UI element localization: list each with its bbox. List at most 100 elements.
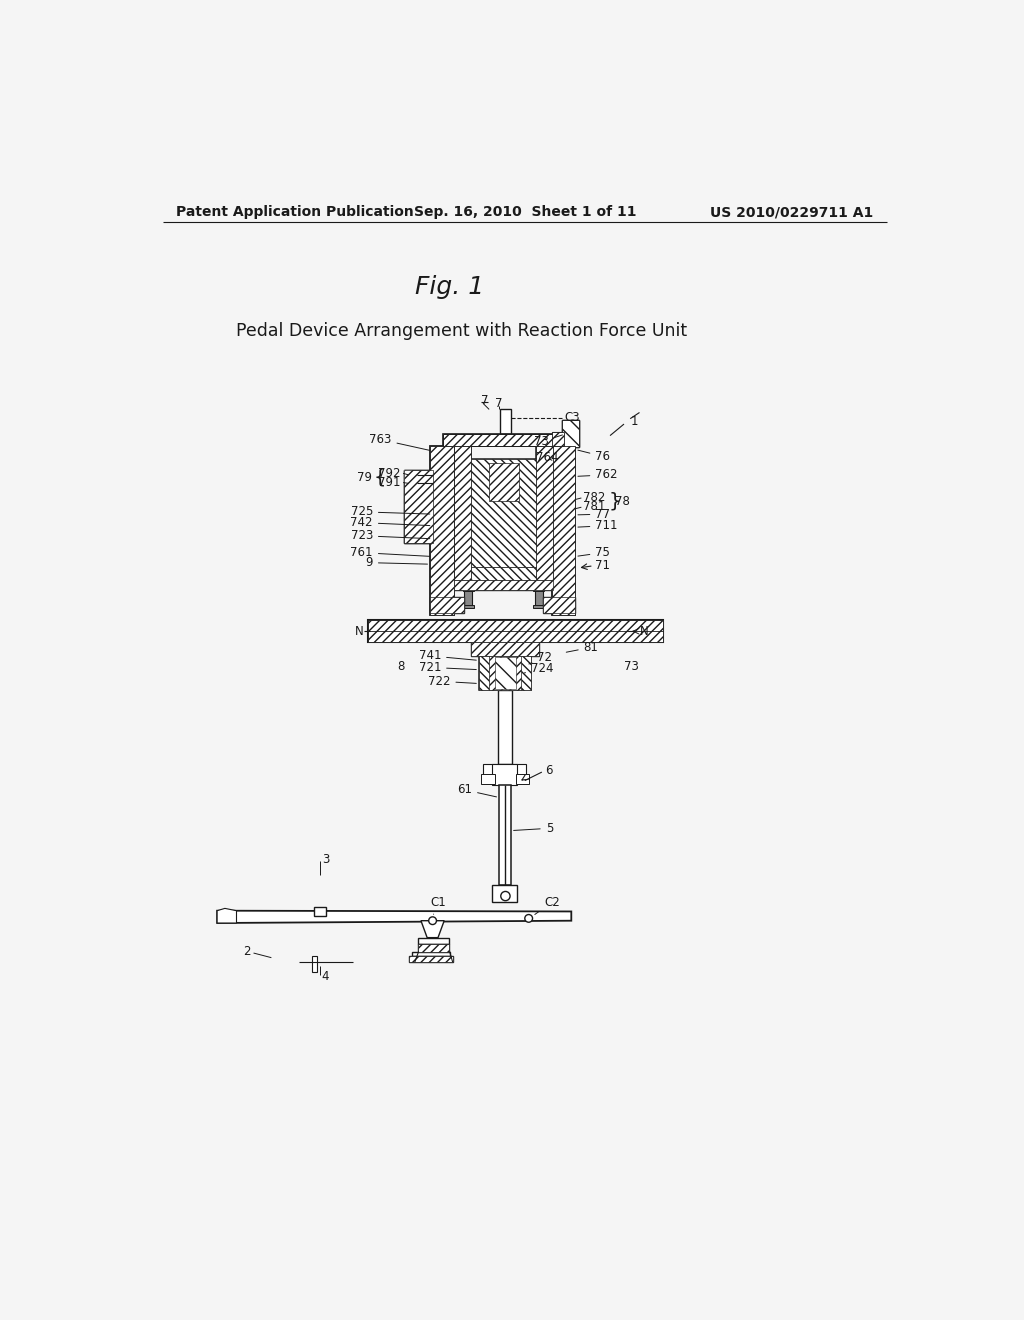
Bar [454,581,554,590]
Text: N: N [355,624,364,638]
Text: 75: 75 [578,546,610,560]
Bar [454,581,554,590]
Bar [552,432,563,446]
Circle shape [429,917,436,924]
Bar [535,590,543,607]
Bar [562,420,579,447]
Text: 763: 763 [369,433,430,450]
Text: 73: 73 [624,660,639,673]
Text: 2: 2 [243,945,250,958]
Text: 725: 725 [350,506,430,519]
Bar [409,478,429,524]
Bar [479,656,531,690]
Text: 8: 8 [397,660,406,673]
Text: }: } [608,491,621,511]
Bar [500,409,511,434]
Bar [471,566,537,581]
Bar [495,657,515,689]
Polygon shape [217,911,571,923]
Bar [498,690,512,763]
Text: 72: 72 [529,651,552,664]
Bar [500,785,511,886]
Text: 781: 781 [583,500,605,513]
Text: 76: 76 [578,450,610,463]
Bar [369,620,663,642]
Text: Fig. 1: Fig. 1 [415,275,484,300]
Text: N: N [640,624,648,638]
Text: C1: C1 [430,896,446,915]
Bar [403,470,433,544]
Text: 78: 78 [615,495,631,508]
Bar [562,420,579,447]
Bar [537,446,554,581]
Text: US 2010/0229711 A1: US 2010/0229711 A1 [711,206,873,219]
Bar [412,486,421,502]
Bar [489,462,518,502]
Text: 792: 792 [378,467,400,480]
Bar [463,589,474,591]
Bar [463,605,474,609]
Bar [403,470,433,544]
Bar [534,605,544,609]
Bar [552,446,575,615]
Text: 791: 791 [378,477,400,490]
Text: Pedal Device Arrangement with Reaction Force Unit: Pedal Device Arrangement with Reaction F… [236,322,687,339]
Bar [403,470,433,544]
Bar [489,462,518,502]
Bar [493,886,517,903]
Text: 764: 764 [536,451,558,465]
Polygon shape [421,921,444,937]
Text: 7: 7 [496,397,503,409]
Bar [410,956,453,962]
Polygon shape [217,908,237,923]
Text: 5: 5 [514,822,553,834]
Text: C2: C2 [535,896,560,915]
Bar [489,656,521,690]
Bar [562,420,579,447]
Bar [543,597,575,612]
Bar [495,657,515,689]
Bar [369,620,663,642]
Bar [443,434,563,446]
Bar [312,956,317,972]
Bar [471,566,537,581]
Bar [552,432,563,446]
Bar [483,763,526,776]
Bar [418,944,449,952]
Text: 71: 71 [595,560,610,573]
Text: 711: 711 [578,519,617,532]
Bar [314,907,327,916]
Bar [403,470,412,482]
Bar [412,952,451,956]
Bar [471,642,539,656]
Bar [479,656,531,690]
Text: 741: 741 [419,649,476,663]
Text: 4: 4 [322,970,330,982]
Text: 61: 61 [457,783,497,797]
Bar [464,590,472,607]
Bar [557,602,575,609]
Bar [430,446,454,615]
Bar [537,446,554,581]
Text: C3: C3 [564,412,580,425]
Bar [454,446,471,581]
Bar [471,459,537,566]
Bar [515,775,529,784]
Circle shape [501,891,510,900]
Text: 7: 7 [480,395,488,408]
Bar [430,597,464,612]
Bar [474,466,483,512]
Text: 761: 761 [350,546,430,560]
Text: 762: 762 [578,469,617,482]
Text: 721: 721 [419,661,476,675]
Text: 79: 79 [356,471,372,483]
Text: 1: 1 [630,416,638,428]
Text: 742: 742 [350,516,430,529]
Bar [493,763,517,785]
Bar [430,446,454,615]
Text: 77: 77 [578,508,610,520]
Bar [471,459,537,566]
Text: 723: 723 [350,529,430,543]
Text: 6: 6 [545,764,553,777]
Bar [418,944,449,952]
